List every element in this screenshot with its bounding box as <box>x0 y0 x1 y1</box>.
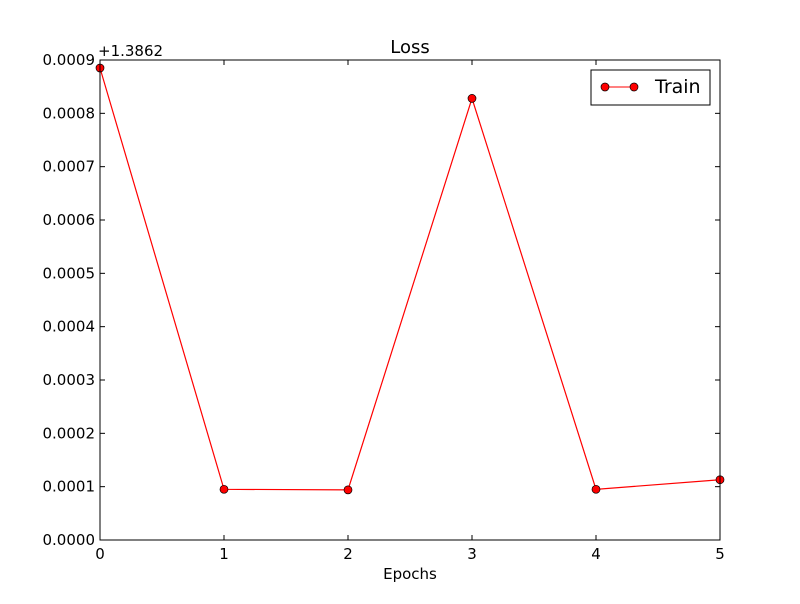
data-point <box>219 484 229 494</box>
x-tick-label: 2 <box>343 545 353 563</box>
legend: Train <box>590 69 711 106</box>
data-point <box>343 485 353 495</box>
data-point <box>467 94 477 103</box>
y-tick-label: 0.0002 <box>43 424 96 442</box>
y-tick-label: 0.0007 <box>43 158 96 176</box>
x-axis-label: Epochs <box>383 565 437 583</box>
y-axis-ticks: 0.0000 0.0001 0.0002 0.0003 0.0004 0.0005 0.00… <box>43 51 720 549</box>
plot-area <box>99 59 721 541</box>
y-tick-label: 0.0006 <box>43 211 96 229</box>
y-tick-label: 0.0001 <box>43 478 96 496</box>
y-tick-label: 0.0004 <box>43 318 96 336</box>
chart-title: Loss <box>390 37 429 58</box>
x-tick-label: 5 <box>715 545 725 563</box>
plot-frame-border <box>99 59 721 541</box>
series-layer <box>95 63 725 495</box>
x-tick-label: 4 <box>591 545 601 563</box>
y-tick-label: 0.0003 <box>43 371 96 389</box>
y-tick-label: 0.0009 <box>43 51 96 69</box>
y-tick-label: 0.0008 <box>43 104 96 122</box>
series-line-train <box>99 67 721 491</box>
data-point <box>591 484 601 494</box>
y-offset-label: +1.3862 <box>98 42 163 60</box>
x-tick-label: 1 <box>219 545 229 563</box>
y-tick-label: 0.0005 <box>43 264 96 282</box>
y-tick-label: 0.0000 <box>43 531 96 549</box>
legend-marker <box>600 82 610 92</box>
x-tick-label: 3 <box>467 545 477 563</box>
legend-label-train: Train <box>654 76 701 98</box>
legend-marker <box>629 82 639 92</box>
x-tick-label: 0 <box>95 545 105 563</box>
